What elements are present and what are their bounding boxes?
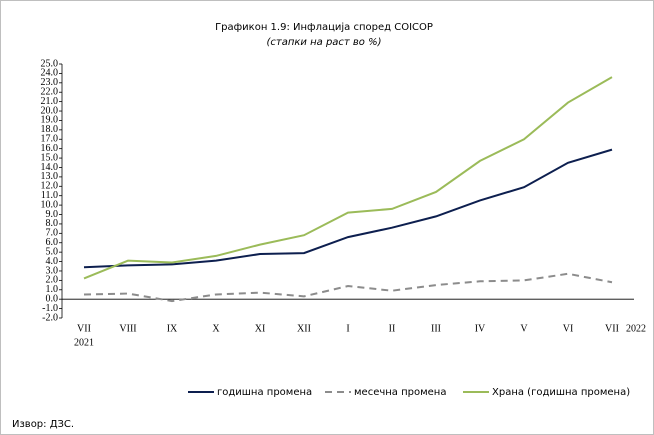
year-label: 2021 [74, 337, 94, 348]
chart-title: Графикон 1.9: Инфлација според COICOP [215, 21, 433, 33]
source: Извор: ДЗС. [12, 419, 74, 430]
y-tick-label: 20.0 [41, 105, 59, 116]
y-tick-label: 6.0 [46, 237, 59, 248]
y-tick-label: 21.0 [41, 96, 59, 107]
y-tick-label: 13.0 [41, 171, 59, 182]
legend-label: месечна промена [354, 387, 446, 398]
y-tick-label: 5.0 [46, 246, 59, 257]
series-line [83, 148, 613, 269]
x-tick-label: XII [297, 323, 311, 334]
legend-label: годишна промена [217, 387, 312, 398]
y-tick-label: 22.0 [41, 87, 59, 98]
series-line [83, 272, 613, 303]
x-tick-label: IV [475, 323, 486, 334]
x-tick-label: X [212, 323, 220, 334]
x-tick-label: XI [255, 323, 266, 334]
x-tick-label: VI [563, 323, 574, 334]
y-tick-label: 15.0 [41, 152, 59, 163]
y-tick-label: 0.0 [46, 293, 59, 304]
y-tick-label: 25.0 [41, 58, 59, 69]
series-line [83, 76, 613, 280]
y-tick-label: 24.0 [41, 68, 59, 79]
y-tick-label: 16.0 [41, 143, 59, 154]
y-tick-label: 9.0 [46, 209, 59, 220]
chart-subtitle: (стапки на раст во %) [266, 37, 381, 48]
x-tick-label: IX [167, 323, 178, 334]
legend-label: Храна (годишна промена) [492, 387, 630, 398]
y-tick-label: 1.0 [46, 284, 59, 295]
y-tick-label: 11.0 [41, 190, 58, 201]
y-tick-label: 14.0 [41, 162, 59, 173]
x-tick-label: I [346, 323, 349, 334]
x-tick-label: II [389, 323, 396, 334]
y-tick-label: 3.0 [46, 265, 59, 276]
x-tick-label: VIII [119, 323, 136, 334]
y-tick-label: 8.0 [46, 218, 59, 229]
year-label: 2022 [626, 323, 646, 334]
y-tick-label: 12.0 [41, 181, 59, 192]
x-tick-label: VII [77, 323, 91, 334]
y-tick-label: -2.0 [42, 312, 58, 323]
y-tick-label: 18.0 [41, 124, 59, 135]
x-tick-label: VII [605, 323, 619, 334]
y-tick-label: 17.0 [41, 134, 59, 145]
x-tick-label: III [431, 323, 441, 334]
y-tick-label: -1.0 [42, 303, 58, 314]
y-tick-label: 4.0 [46, 256, 59, 267]
y-tick-label: 7.0 [46, 228, 59, 239]
x-tick-label: V [520, 323, 528, 334]
y-tick-label: 23.0 [41, 77, 59, 88]
y-tick-label: 2.0 [46, 275, 59, 286]
y-tick-label: 10.0 [41, 199, 59, 210]
y-tick-label: 19.0 [41, 115, 59, 126]
